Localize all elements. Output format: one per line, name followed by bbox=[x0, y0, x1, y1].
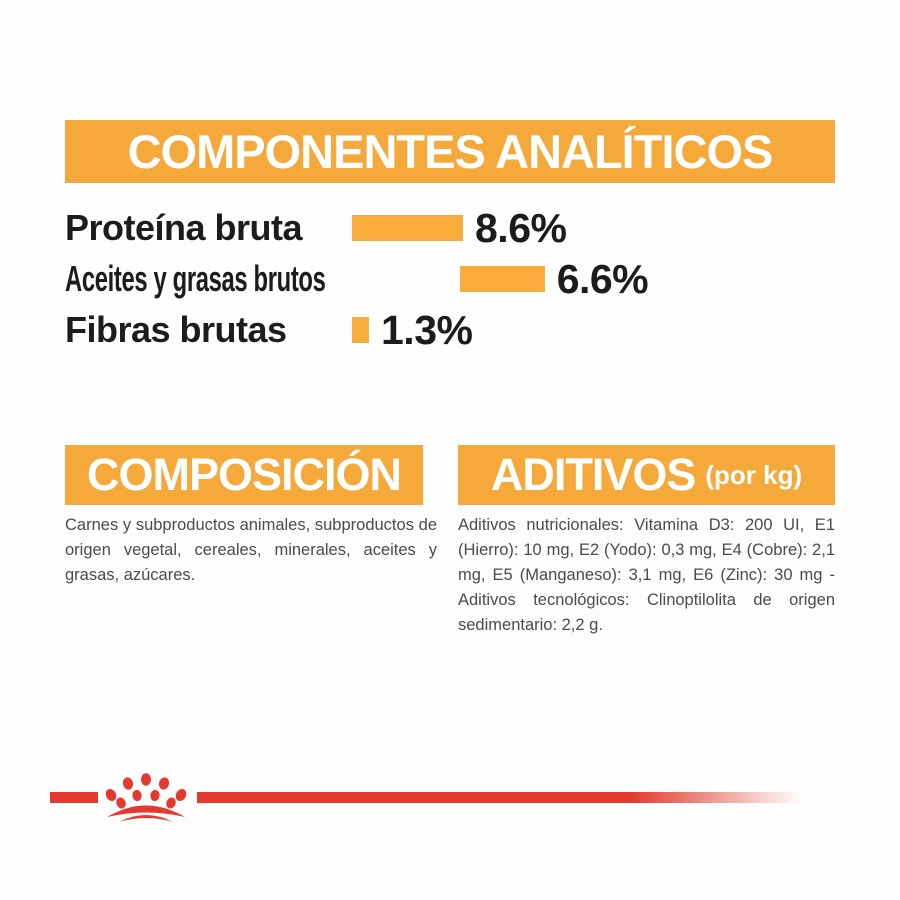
composition-body: Carnes y subproductos animales, subprodu… bbox=[65, 516, 437, 584]
royal-canin-crown-icon bbox=[105, 773, 187, 822]
composition-title: COMPOSICIÓN bbox=[86, 449, 402, 500]
nutrient-bar bbox=[352, 215, 463, 241]
additives-title: ADITIVOS bbox=[490, 449, 697, 500]
nutrient-row-protein: Proteína bruta 8.6% bbox=[65, 205, 845, 251]
nutrient-value: 8.6% bbox=[475, 204, 567, 251]
nutrient-row-fibre: Fibras brutas 1.3% bbox=[65, 307, 845, 353]
brand-rule-right bbox=[197, 792, 800, 803]
analytical-components-banner: COMPONENTES ANALÍTICOS bbox=[65, 120, 835, 183]
composition-banner: COMPOSICIÓN bbox=[65, 445, 423, 505]
additives-title-suffix: (por kg) bbox=[705, 459, 803, 490]
nutrient-row-fat: Aceites y grasas brutos 6.6% bbox=[65, 256, 845, 302]
analytical-components-title: COMPONENTES ANALÍTICOS bbox=[127, 125, 774, 178]
additives-body: Aditivos nutricionales: Vitamina D3: 200… bbox=[458, 516, 835, 634]
additives-banner: ADITIVOS (por kg) bbox=[458, 445, 835, 505]
nutrient-label: Aceites y grasas brutos bbox=[65, 258, 326, 299]
nutrient-label: Fibras brutas bbox=[65, 309, 287, 350]
nutrient-value: 1.3% bbox=[381, 306, 473, 353]
brand-rule-left bbox=[50, 792, 98, 803]
nutrient-label: Proteína bruta bbox=[65, 207, 303, 248]
nutrient-bar bbox=[352, 317, 369, 343]
nutrient-bar bbox=[459, 266, 545, 292]
nutrient-value: 6.6% bbox=[556, 255, 649, 302]
